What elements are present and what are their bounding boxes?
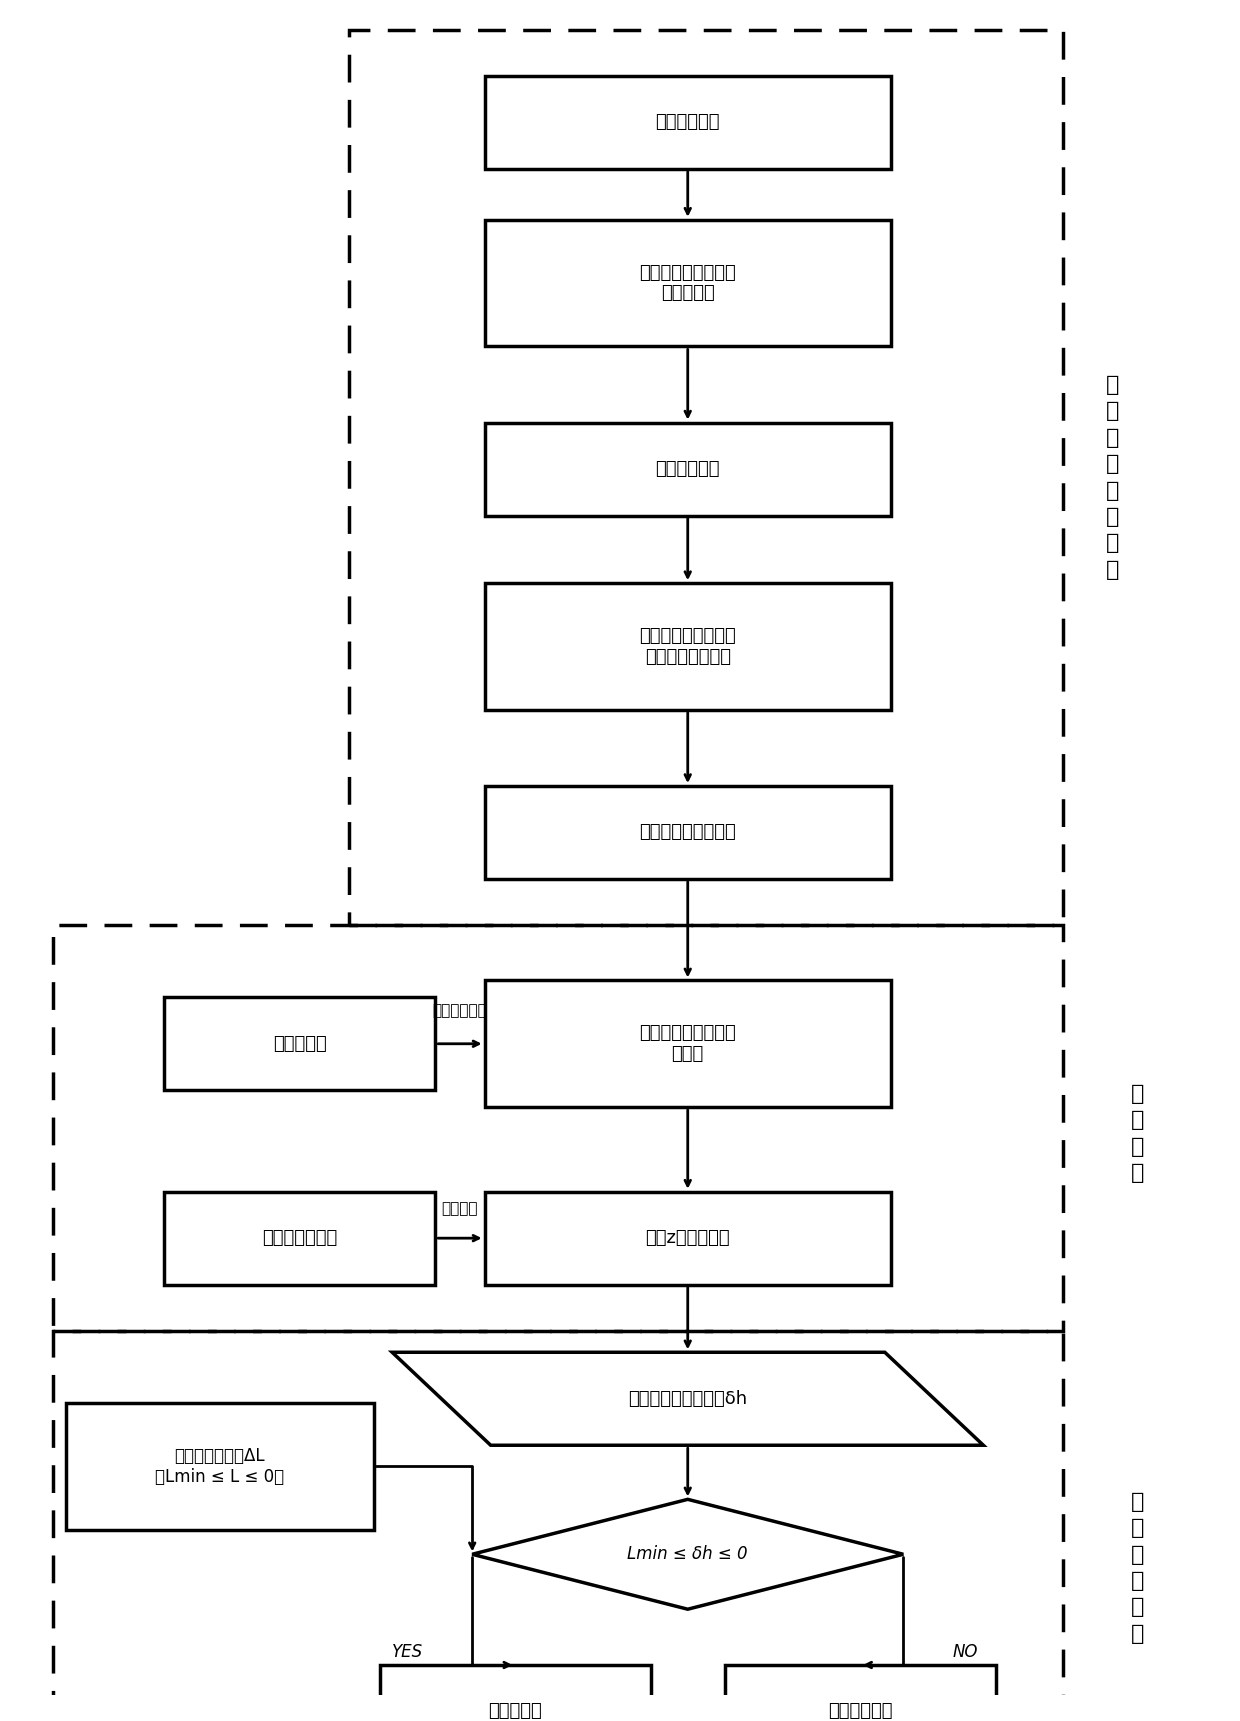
Text: 面积守恒: 面积守恒 [441,1201,479,1217]
FancyBboxPatch shape [485,220,892,346]
Text: 单层熔覆层高度极差δh: 单层熔覆层高度极差δh [629,1391,748,1408]
FancyBboxPatch shape [724,1664,996,1721]
Text: 离焦量可变范围ΔL
（Lmin ≤ L ≤ 0）: 离焦量可变范围ΔL （Lmin ≤ L ≤ 0） [155,1447,284,1485]
Text: 摄取工作图像: 摄取工作图像 [656,460,720,478]
Text: NO: NO [952,1644,978,1661]
Text: 摄取初始图像: 摄取初始图像 [656,114,720,131]
Text: 计算单层最小熔覆成
形高度: 计算单层最小熔覆成 形高度 [640,1024,737,1064]
Text: 像素化图像，提取单
层熔覆层名义层厚: 像素化图像，提取单 层熔覆层名义层厚 [640,626,737,666]
Polygon shape [472,1499,903,1609]
Text: 提
取
单
层
熔
覆
层
厚: 提 取 单 层 熔 覆 层 厚 [1106,375,1120,580]
FancyBboxPatch shape [66,1403,373,1530]
Bar [53,926,1064,1330]
Text: 抬
升
控
制: 抬 升 控 制 [1131,1084,1145,1182]
FancyBboxPatch shape [379,1664,651,1721]
Text: 原工艺参数: 原工艺参数 [489,1702,542,1721]
FancyBboxPatch shape [485,981,892,1107]
FancyBboxPatch shape [164,996,435,1091]
Text: 熔覆横截面模型: 熔覆横截面模型 [262,1229,337,1248]
FancyBboxPatch shape [485,1191,892,1284]
FancyBboxPatch shape [485,423,892,516]
Bar [348,29,1064,926]
Bar [53,1330,1064,1721]
Polygon shape [392,1353,983,1446]
FancyBboxPatch shape [485,76,892,169]
Text: 像素化初始图像，提
取特征参数: 像素化初始图像，提 取特征参数 [640,263,737,303]
Text: 成
形
高
度
控
制: 成 形 高 度 控 制 [1131,1492,1145,1644]
Text: 计算单层熔覆层层厚: 计算单层熔覆层层厚 [640,823,737,842]
FancyBboxPatch shape [485,583,892,711]
Text: 自愈合区间: 自愈合区间 [273,1034,326,1053]
FancyBboxPatch shape [164,1191,435,1284]
Text: 负离焦量状态: 负离焦量状态 [433,1003,487,1019]
FancyBboxPatch shape [485,786,892,879]
Text: 计算z轴抬升高度: 计算z轴抬升高度 [646,1229,730,1248]
Text: 调整工艺参数: 调整工艺参数 [828,1702,893,1721]
Text: Lmin ≤ δh ≤ 0: Lmin ≤ δh ≤ 0 [627,1545,748,1563]
Text: YES: YES [392,1644,423,1661]
